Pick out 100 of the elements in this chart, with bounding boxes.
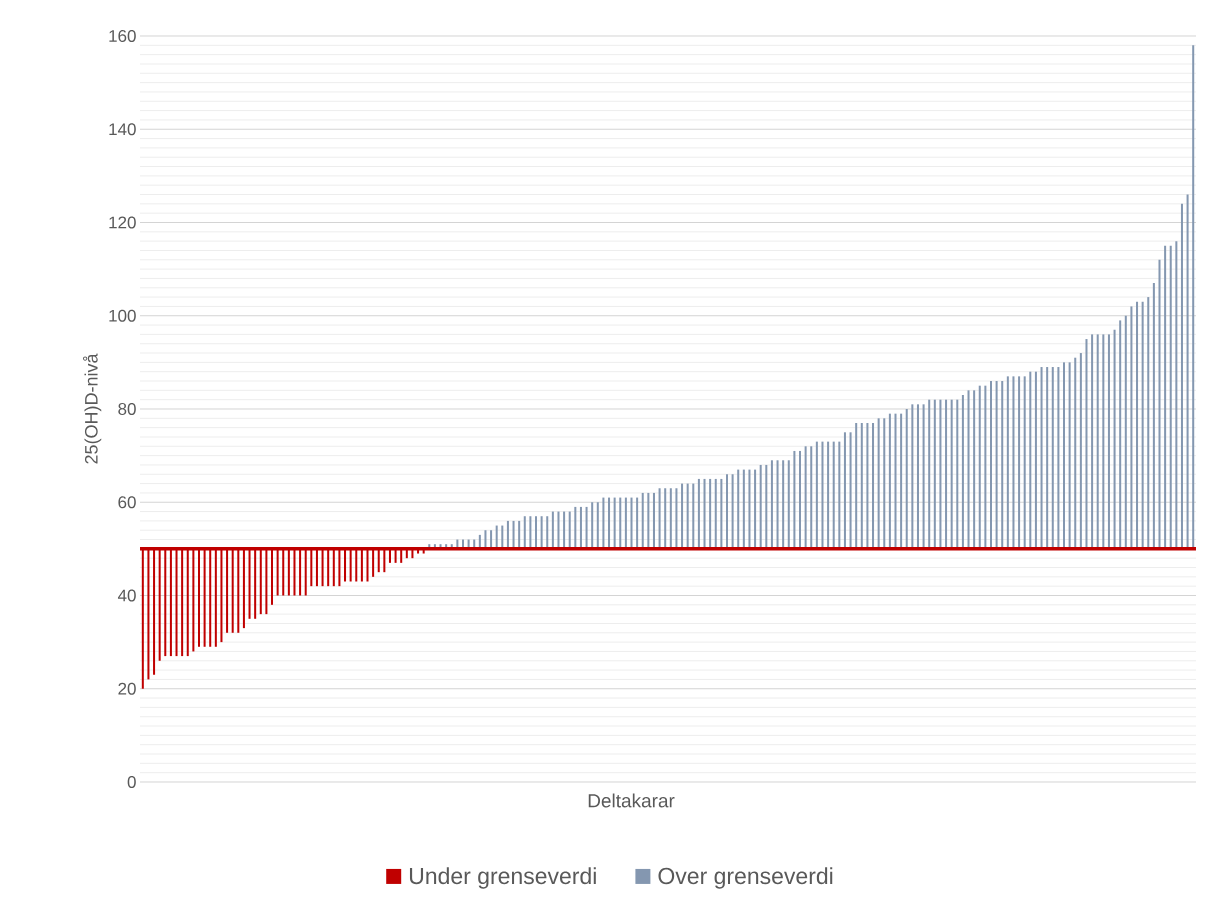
bar xyxy=(703,478,706,549)
bar xyxy=(658,488,661,549)
bar xyxy=(540,516,543,549)
bar xyxy=(563,511,566,549)
bar xyxy=(1079,353,1082,549)
bar xyxy=(827,441,830,549)
bar xyxy=(725,474,728,549)
legend-label: Under grenseverdi xyxy=(409,867,596,889)
bar xyxy=(669,488,672,549)
bar xyxy=(1152,283,1155,549)
bar xyxy=(754,469,757,549)
bar xyxy=(945,399,948,549)
bar xyxy=(636,497,639,549)
bar xyxy=(832,441,835,549)
bar xyxy=(1063,362,1066,549)
bar xyxy=(608,497,611,549)
bar xyxy=(888,413,891,549)
bar xyxy=(799,450,802,549)
bar xyxy=(866,422,869,549)
legend-label: Over grenseverdi xyxy=(658,867,833,889)
bar xyxy=(518,520,521,549)
bar xyxy=(1029,371,1032,549)
bar xyxy=(1001,381,1004,549)
bar xyxy=(872,422,875,549)
bar xyxy=(714,478,717,549)
bar xyxy=(1057,367,1060,549)
y-tick-label: 80 xyxy=(118,402,136,416)
bar xyxy=(804,446,807,549)
bar xyxy=(843,432,846,549)
bar xyxy=(877,418,880,549)
bar xyxy=(1012,376,1015,549)
bar xyxy=(939,399,942,549)
bar xyxy=(1091,334,1094,549)
bar xyxy=(933,399,936,549)
bar xyxy=(1130,306,1133,549)
bar xyxy=(821,441,824,549)
bar xyxy=(782,460,785,549)
bar xyxy=(697,478,700,549)
y-tick-label: 20 xyxy=(118,682,136,695)
bar xyxy=(1006,376,1009,549)
bar xyxy=(1102,334,1105,549)
bar xyxy=(973,390,976,549)
bar xyxy=(686,483,689,549)
bar xyxy=(765,464,768,549)
bar xyxy=(748,469,751,549)
y-tick-label: 40 xyxy=(117,589,136,602)
bar xyxy=(535,516,538,549)
bar xyxy=(1192,45,1195,549)
bar xyxy=(860,422,863,549)
bar xyxy=(1040,367,1043,549)
y-axis-title: 25(OH)D-nivå xyxy=(83,353,102,464)
bar xyxy=(630,497,633,549)
bar xyxy=(916,404,919,549)
bar xyxy=(1046,367,1049,549)
bar xyxy=(883,418,886,549)
bar xyxy=(720,478,723,549)
bar xyxy=(1186,194,1189,549)
bar xyxy=(647,492,650,549)
bar xyxy=(1074,357,1077,549)
y-tick-label: 0 xyxy=(127,775,136,789)
bar xyxy=(810,446,813,549)
bar xyxy=(1051,367,1054,549)
bar xyxy=(1034,371,1037,549)
y-tick-label: 60 xyxy=(118,496,136,509)
bar xyxy=(613,497,616,549)
y-tick-label: 140 xyxy=(109,123,136,136)
bar xyxy=(574,506,577,549)
bar xyxy=(529,516,532,549)
bar xyxy=(1068,362,1071,549)
bar xyxy=(928,399,931,549)
bar xyxy=(523,516,526,549)
bar xyxy=(995,381,998,549)
bar xyxy=(512,520,515,549)
bar xyxy=(596,502,599,549)
bar xyxy=(1147,297,1150,549)
bar xyxy=(585,506,588,549)
bar xyxy=(849,432,852,549)
bar xyxy=(961,395,964,549)
bar xyxy=(1018,376,1021,549)
y-tick-label: 160 xyxy=(109,29,136,43)
bar xyxy=(557,511,560,549)
bar xyxy=(989,381,992,549)
bar xyxy=(1141,301,1144,549)
y-tick-label: 120 xyxy=(109,216,136,229)
bar xyxy=(956,399,959,549)
bar xyxy=(984,385,987,549)
bar xyxy=(692,483,695,549)
bar xyxy=(776,460,779,549)
bar xyxy=(950,399,953,549)
bar xyxy=(1180,203,1183,549)
bar xyxy=(978,385,981,549)
bar xyxy=(894,413,897,549)
bar xyxy=(905,408,908,549)
bar xyxy=(742,469,745,549)
bar xyxy=(922,404,925,549)
bar xyxy=(551,511,554,549)
bar xyxy=(967,390,970,549)
bar xyxy=(900,413,903,549)
y-tick-label: 100 xyxy=(109,309,136,322)
bar xyxy=(641,492,644,549)
